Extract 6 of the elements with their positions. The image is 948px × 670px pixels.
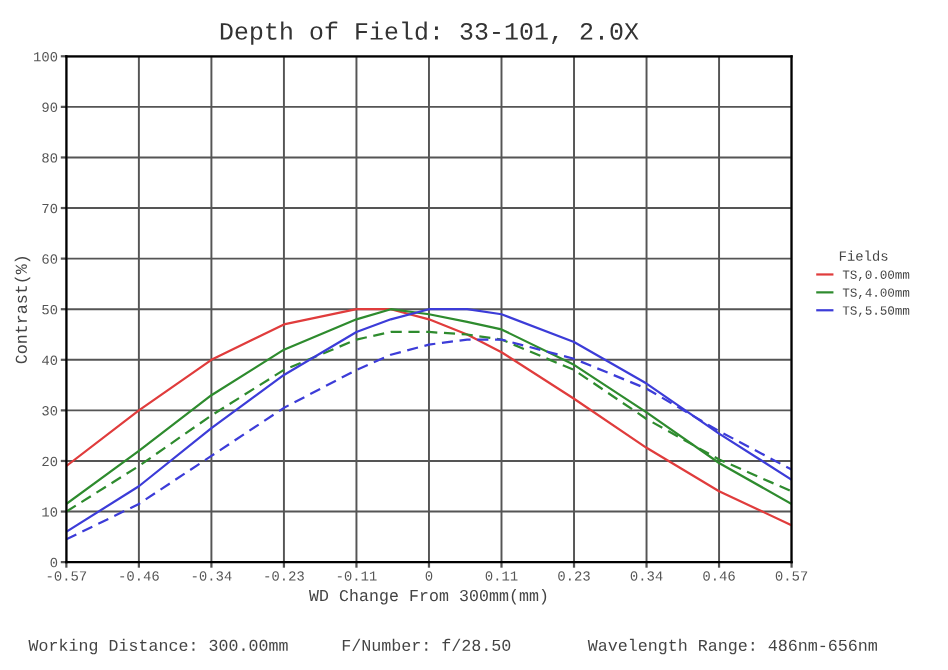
y-axis-title: Contrast(%) (14, 257, 31, 364)
text: F/Number: f/28.50 (342, 638, 511, 652)
x-axis-title: WD Change From 300mm(mm) (308, 588, 547, 605)
text: Wavelength Range: 486nm-656nm (587, 638, 877, 655)
chart-title: Depth of Field: 33-101, 2.0X (220, 21, 639, 45)
text: Working Distance: 300.00mm (28, 638, 288, 655)
